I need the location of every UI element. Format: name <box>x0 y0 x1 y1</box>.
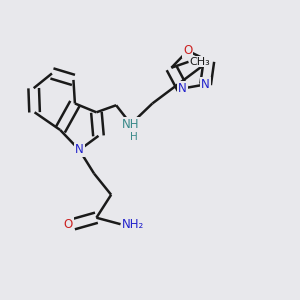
Text: O: O <box>64 218 73 231</box>
Text: CH₃: CH₃ <box>190 57 210 67</box>
Text: N: N <box>75 143 84 157</box>
Text: NH₂: NH₂ <box>122 218 144 231</box>
Text: N: N <box>178 82 187 95</box>
Text: O: O <box>183 44 192 57</box>
Text: H: H <box>130 132 138 142</box>
Text: NH: NH <box>122 118 140 130</box>
Text: N: N <box>201 78 210 91</box>
